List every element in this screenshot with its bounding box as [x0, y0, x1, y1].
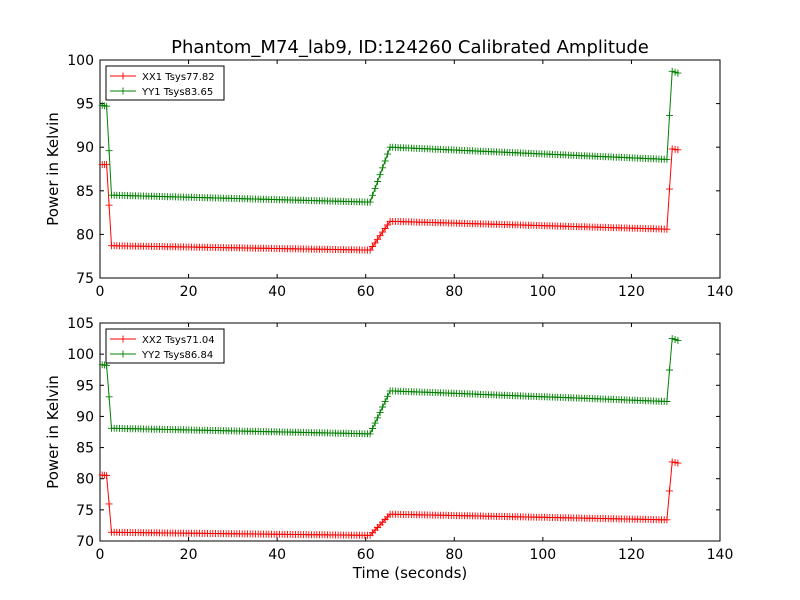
y-tick-label: 100	[67, 53, 94, 69]
y-tick-label: 90	[76, 409, 94, 425]
legend-label: XX1 Tsys77.82	[142, 72, 215, 83]
legend-box	[105, 65, 225, 101]
legend-label: YY2 Tsys86.84	[141, 350, 213, 361]
x-tick-label: 140	[707, 547, 734, 563]
x-tick-label: 60	[357, 284, 375, 300]
legend: XX2 Tsys71.04 YY2 Tsys86.84	[105, 328, 225, 364]
top-plot: 0 20 40 60 80 100 120 140 75 80 85 90 95 100 Power in …	[44, 53, 733, 300]
y-tick-label: 105	[67, 316, 94, 332]
x-tick-label: 100	[529, 547, 556, 563]
x-tick-label: 0	[96, 547, 105, 563]
y-tick-label: 95	[76, 378, 94, 394]
y-tick-label: 85	[76, 441, 94, 457]
x-tick-label: 100	[529, 284, 556, 300]
legend: XX1 Tsys77.82 YY1 Tsys83.65	[105, 65, 225, 101]
y-tick-label: 75	[76, 271, 94, 287]
series-markers	[98, 67, 682, 206]
x-axis-label: Time (seconds)	[352, 564, 468, 582]
legend-label: YY1 Tsys83.65	[141, 87, 213, 98]
y-tick-label: 100	[67, 347, 94, 363]
x-tick-label: 120	[618, 284, 645, 300]
y-tick-label: 70	[76, 534, 94, 550]
y-tick-label: 85	[76, 184, 94, 200]
x-tick-label: 140	[707, 284, 734, 300]
x-tick-label: 0	[96, 284, 105, 300]
legend-marker	[119, 87, 127, 95]
legend-marker	[119, 350, 127, 358]
x-tick-label: 40	[268, 547, 286, 563]
chart-title: Phantom_M74_lab9, ID:124260 Calibrated A…	[171, 37, 649, 58]
bottom-plot: 0 20 40 60 80 100 120 140 70 75 80 85 90 95 100 105 Powe…	[44, 316, 733, 582]
x-tick-label: 40	[268, 284, 286, 300]
y-tick-label: 80	[76, 472, 94, 488]
x-tick-label: 120	[618, 547, 645, 563]
legend-marker	[119, 335, 127, 343]
x-tick-label: 20	[180, 547, 198, 563]
x-tick-label: 60	[357, 547, 375, 563]
y-axis-label: Power in Kelvin	[44, 112, 62, 226]
x-tick-label: 80	[445, 547, 463, 563]
legend-box	[105, 328, 225, 364]
legend-label: XX2 Tsys71.04	[142, 335, 215, 346]
series-markers	[98, 145, 682, 254]
y-tick-label: 95	[76, 97, 94, 113]
series-markers	[98, 335, 682, 438]
x-tick-label: 80	[445, 284, 463, 300]
y-tick-label: 90	[76, 140, 94, 156]
y-tick-label: 80	[76, 227, 94, 243]
y-axis-label: Power in Kelvin	[44, 375, 62, 489]
x-tick-label: 20	[180, 284, 198, 300]
legend-marker	[119, 72, 127, 80]
y-tick-label: 75	[76, 503, 94, 519]
series-markers	[98, 458, 682, 539]
